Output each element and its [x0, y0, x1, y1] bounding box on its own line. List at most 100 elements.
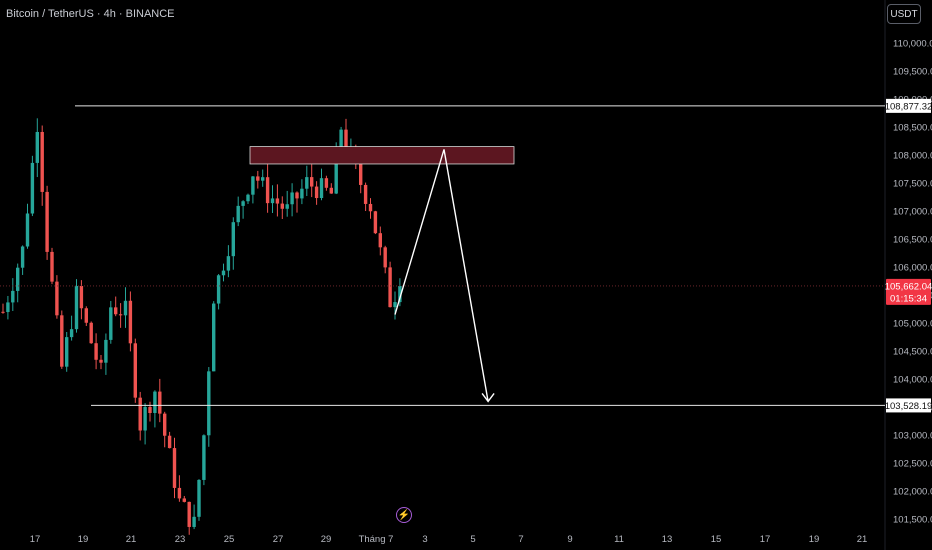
resistance-zone[interactable]: [249, 146, 515, 165]
candle: [275, 184, 280, 217]
candle: [280, 196, 284, 220]
candle: [290, 183, 294, 217]
candle: [329, 183, 333, 194]
candle: [197, 479, 201, 521]
x-tick-label: 17: [30, 534, 41, 545]
resistance-price-tag: [886, 98, 931, 113]
candle: [89, 321, 93, 344]
candle: [295, 191, 299, 213]
candle: [182, 495, 186, 503]
x-tick-label: 27: [273, 534, 284, 545]
candle: [69, 315, 74, 341]
x-tick-label: 15: [711, 534, 722, 545]
candle: [310, 164, 314, 198]
candle: [118, 303, 123, 328]
y-tick-label: 105,000.00: [893, 319, 932, 330]
y-tick-label: 102,500.00: [893, 459, 932, 470]
candle: [251, 175, 255, 204]
target-price-tag: [886, 398, 931, 413]
y-tick-label: 106,500.00: [893, 235, 932, 246]
x-tick-label: 25: [224, 534, 235, 545]
x-tick-label: 19: [78, 534, 89, 545]
candle: [158, 378, 162, 423]
candle: [20, 245, 25, 275]
candle: [1, 303, 5, 314]
candle: [84, 306, 88, 327]
arrow-head-icon: [481, 392, 495, 403]
projection-path[interactable]: [394, 149, 489, 402]
y-tick-label: 106,000.00: [893, 263, 932, 274]
candle: [212, 301, 216, 372]
y-tick-label: 108,000.00: [893, 151, 932, 162]
currency-unit-button[interactable]: USDT: [887, 4, 921, 24]
candle: [221, 263, 226, 282]
lightning-icon[interactable]: ⚡: [396, 507, 412, 523]
candle: [187, 501, 191, 535]
candle: [114, 296, 118, 317]
candle: [207, 367, 211, 447]
candle: [30, 155, 35, 217]
x-tick-label: 13: [662, 534, 673, 545]
candle: [177, 475, 182, 502]
candle: [319, 168, 324, 201]
candle: [50, 247, 54, 285]
candle: [246, 193, 250, 204]
candle: [192, 504, 196, 530]
candle: [99, 355, 103, 370]
candle: [265, 164, 270, 213]
candle: [231, 217, 235, 270]
x-tick-label: 11: [614, 534, 624, 545]
candle: [300, 179, 304, 205]
y-tick-label: 108,500.00: [893, 123, 932, 134]
candle: [138, 391, 142, 441]
candle: [104, 333, 108, 375]
candle: [261, 169, 265, 187]
candle: [55, 275, 59, 319]
candle: [94, 333, 98, 370]
candle: [285, 190, 289, 217]
candle: [40, 125, 44, 206]
candle: [172, 437, 177, 499]
candle: [378, 226, 382, 256]
candle: [163, 411, 167, 448]
candle: [373, 210, 378, 235]
y-tick-label: 103,000.00: [893, 431, 932, 442]
x-tick-label: 9: [567, 534, 572, 545]
candle: [324, 175, 329, 191]
y-tick-label: 104,500.00: [893, 347, 932, 358]
candle: [79, 280, 84, 320]
candle: [241, 200, 245, 219]
candle: [216, 274, 221, 310]
candle: [305, 165, 309, 197]
x-tick-label: 21: [857, 534, 868, 545]
current-price-label: 105,662.04: [885, 281, 932, 292]
candle: [6, 295, 10, 320]
candle: [123, 287, 128, 328]
y-tick-label: 109,500.00: [893, 67, 932, 78]
x-tick-label: Tháng 7: [359, 534, 394, 545]
candle: [11, 278, 15, 312]
y-tick-label: 104,000.00: [893, 375, 932, 386]
candle: [270, 185, 275, 214]
candle: [256, 170, 260, 189]
candle: [393, 291, 397, 320]
countdown-label: 01:15:34: [890, 293, 927, 304]
candle: [65, 331, 69, 372]
x-tick-label: 17: [760, 534, 771, 545]
y-tick-label: 102,000.00: [893, 487, 932, 498]
candle: [45, 185, 49, 260]
candle: [363, 182, 368, 212]
target-price-label: 103,528.19: [885, 401, 932, 412]
candle: [74, 279, 79, 333]
candle: [167, 431, 172, 449]
candle: [16, 263, 20, 303]
resistance-price-label: 108,877.32: [885, 101, 932, 112]
candle: [368, 198, 373, 219]
y-tick-label: 110,000.00: [893, 39, 932, 50]
candle: [226, 245, 231, 278]
x-tick-label: 3: [422, 534, 427, 545]
y-tick-label: 107,500.00: [893, 179, 932, 190]
candle: [128, 291, 133, 352]
candle: [388, 261, 392, 308]
